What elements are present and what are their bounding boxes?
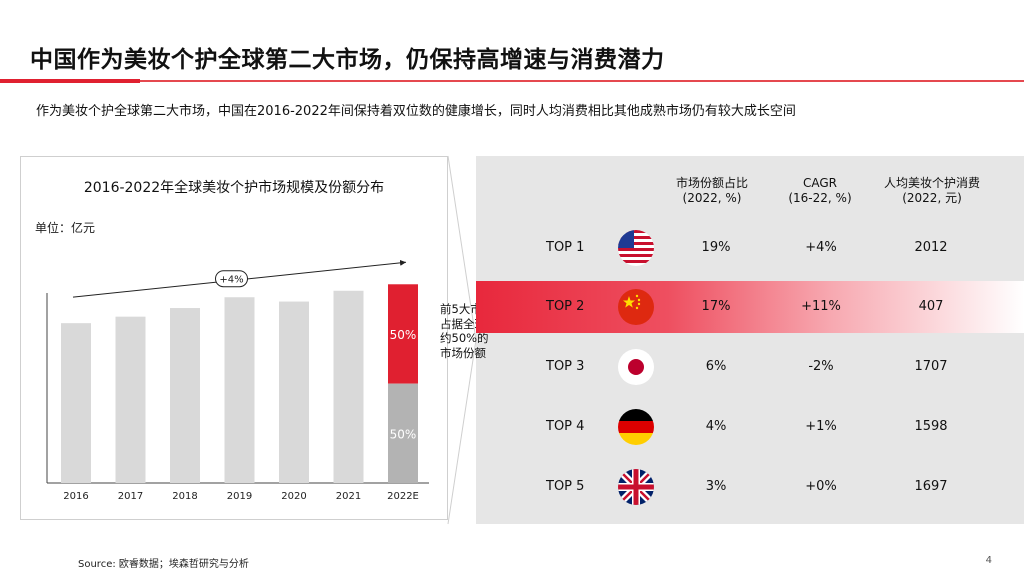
germany-flag-icon xyxy=(618,409,654,445)
cagr-value: +0% xyxy=(805,479,837,494)
x-tick-label: 2017 xyxy=(118,491,143,502)
title-accent-bar xyxy=(0,79,140,83)
market-share-value: 4% xyxy=(705,419,727,434)
rank-label: TOP 1 xyxy=(546,240,585,255)
market-share-value: 17% xyxy=(701,299,731,314)
per-capita-value: 1598 xyxy=(914,419,948,434)
title-divider xyxy=(0,80,1024,82)
x-tick-label: 2016 xyxy=(63,491,88,502)
page-subtitle: 作为美妆个护全球第二大市场，中国在2016-2022年间保持着双位数的健康增长，… xyxy=(36,104,796,119)
table-row-highlight: TOP 2 17% +11% 407 xyxy=(476,281,1024,333)
header-line: (16-22, %) xyxy=(788,191,852,205)
header-market-share: 市场份额占比 (2022, %) xyxy=(662,176,762,206)
table-row: TOP 3 6% -2% 1707 xyxy=(476,341,1024,393)
x-tick-label: 2021 xyxy=(336,491,361,502)
rank-label: TOP 5 xyxy=(546,479,585,494)
bar-share-label: 50% xyxy=(390,427,417,441)
page-title: 中国作为美妆个护全球第二大市场，仍保持高增速与消费潜力 xyxy=(30,47,665,73)
uk-flag-icon xyxy=(618,469,654,505)
rank-label: TOP 2 xyxy=(546,299,585,314)
usa-flag-icon xyxy=(618,230,654,266)
per-capita-value: 1697 xyxy=(914,479,948,494)
bar xyxy=(333,290,364,483)
trend-badge xyxy=(215,270,248,288)
source-note: Source: 欧睿数据；埃森哲研究与分析 xyxy=(78,559,249,570)
cagr-value: +4% xyxy=(805,240,837,255)
bar xyxy=(170,308,200,483)
header-line: 人均美妆个护消费 xyxy=(883,176,980,190)
market-table-panel xyxy=(476,156,1024,524)
x-tick-label: 2020 xyxy=(281,491,306,502)
chart-unit: 单位：亿元 xyxy=(35,221,96,235)
cagr-value: -2% xyxy=(808,359,834,374)
bar xyxy=(115,316,146,483)
bar-share-label: 50% xyxy=(390,328,417,342)
china-flag-icon xyxy=(618,289,654,325)
header-line: 市场份额占比 xyxy=(675,176,748,190)
bar-chart: 2016 2017 2018 2019 2020 2021 50% 50% 2022E +4% xyxy=(46,259,429,502)
bar-segment-top xyxy=(388,284,418,384)
cagr-value: +11% xyxy=(801,299,841,314)
x-tick-label: 2019 xyxy=(227,491,252,502)
header-cagr: CAGR (16-22, %) xyxy=(770,176,870,206)
header-line: CAGR xyxy=(802,176,837,190)
rank-label: TOP 3 xyxy=(546,359,585,374)
bar xyxy=(224,297,255,483)
market-share-value: 3% xyxy=(705,479,727,494)
header-line: (2022, 元) xyxy=(902,191,962,205)
annotation-line: 占据全球 xyxy=(440,316,486,331)
market-share-value: 19% xyxy=(701,240,731,255)
page-number: 4 xyxy=(985,555,992,566)
annotation-line: 市场份额 xyxy=(440,345,486,360)
bar-segment-bottom xyxy=(388,383,418,483)
chart-title: 2016-2022年全球美妆个护市场规模及份额分布 xyxy=(83,180,385,196)
market-size-chart-panel: 2016-2022年全球美妆个护市场规模及份额分布 单位：亿元 2016 2017… xyxy=(20,156,448,520)
bar xyxy=(279,301,309,483)
annotation-line: 约50%的 xyxy=(440,331,489,345)
x-tick-label: 2022E xyxy=(387,491,419,502)
cagr-value: +1% xyxy=(805,419,837,434)
japan-flag-icon xyxy=(618,349,654,385)
table-row: TOP 1 19% +4% 2012 xyxy=(476,222,1024,274)
bar xyxy=(61,323,91,483)
table-row: TOP 4 4% +1% 1598 xyxy=(476,401,1024,453)
table-row: TOP 5 3% +0% 1697 xyxy=(476,461,1024,513)
per-capita-value: 1707 xyxy=(914,359,948,374)
header-per-capita-spend: 人均美妆个护消费 (2022, 元) xyxy=(872,176,992,206)
x-tick-label: 2018 xyxy=(172,491,197,502)
per-capita-value: 407 xyxy=(918,299,944,314)
trend-label: +4% xyxy=(219,275,243,286)
header-line: (2022, %) xyxy=(682,191,742,205)
market-share-value: 6% xyxy=(705,359,727,374)
per-capita-value: 2012 xyxy=(914,240,948,255)
rank-label: TOP 4 xyxy=(546,419,585,434)
